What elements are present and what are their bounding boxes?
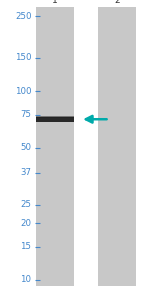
Text: 10: 10 bbox=[21, 275, 32, 284]
Bar bbox=[36, 117, 74, 122]
Text: 250: 250 bbox=[15, 12, 31, 21]
Text: 1: 1 bbox=[52, 0, 58, 5]
Bar bbox=[36, 7, 74, 286]
Text: 150: 150 bbox=[15, 53, 31, 62]
Text: 2: 2 bbox=[114, 0, 120, 5]
Bar bbox=[36, 116, 74, 118]
Text: 20: 20 bbox=[21, 219, 32, 228]
Text: 37: 37 bbox=[21, 168, 32, 177]
Text: 50: 50 bbox=[21, 144, 32, 152]
Text: 100: 100 bbox=[15, 87, 31, 96]
Bar bbox=[98, 7, 136, 286]
Text: 25: 25 bbox=[21, 200, 32, 209]
Text: 15: 15 bbox=[21, 242, 32, 251]
Text: 75: 75 bbox=[21, 110, 32, 119]
